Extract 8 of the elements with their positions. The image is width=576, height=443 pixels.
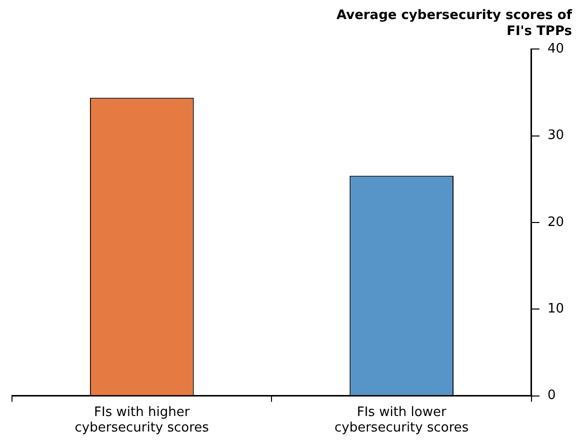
x-tick-label: FIs with higher cybersecurity scores xyxy=(74,404,210,436)
x-tick-label: FIs with lower cybersecurity scores xyxy=(334,404,469,436)
y-tick-label: 40 xyxy=(547,42,564,57)
y-tick-label: 10 xyxy=(547,302,564,317)
y-tick-label: 30 xyxy=(547,128,564,144)
y-tick-label: 0 xyxy=(547,388,556,404)
chart-title: Average cybersecurity scores of FI's TPPs xyxy=(336,8,572,39)
y-tick-label: 20 xyxy=(547,214,564,230)
